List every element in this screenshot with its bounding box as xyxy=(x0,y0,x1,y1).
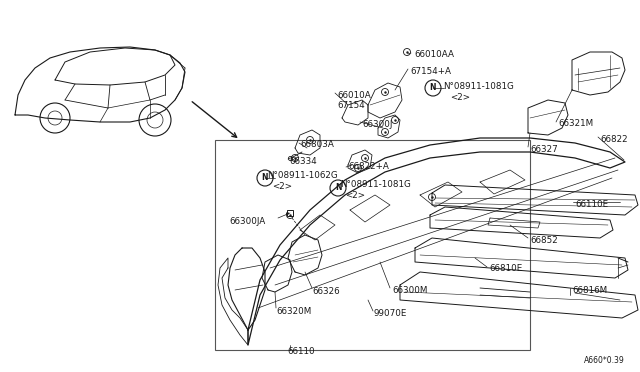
Text: <2>: <2> xyxy=(272,182,292,191)
Text: 66010AA: 66010AA xyxy=(414,50,454,59)
Text: N: N xyxy=(335,183,341,192)
Bar xyxy=(215,140,530,350)
Text: 66816M: 66816M xyxy=(572,286,607,295)
Text: 66320M: 66320M xyxy=(276,307,311,316)
Text: N°08911-1062G: N°08911-1062G xyxy=(267,171,338,180)
Text: 66803A: 66803A xyxy=(300,140,334,149)
Text: A660*0.39: A660*0.39 xyxy=(584,356,625,365)
Text: 66110: 66110 xyxy=(287,347,315,356)
Text: N°08911-1081G: N°08911-1081G xyxy=(443,82,514,91)
Text: 66334: 66334 xyxy=(289,157,317,166)
Text: 66327: 66327 xyxy=(530,145,557,154)
Text: N: N xyxy=(429,83,436,93)
Text: 66110E: 66110E xyxy=(575,200,608,209)
Text: 67154+A: 67154+A xyxy=(410,67,451,76)
Text: 66810E: 66810E xyxy=(489,264,522,273)
Text: N: N xyxy=(262,173,268,183)
Text: 66822+A: 66822+A xyxy=(348,162,389,171)
Text: N°08911-1081G: N°08911-1081G xyxy=(340,180,411,189)
Text: <2>: <2> xyxy=(450,93,470,102)
Text: 66010A: 66010A xyxy=(337,91,371,100)
Text: 67154: 67154 xyxy=(337,101,365,110)
Text: 66300J: 66300J xyxy=(362,120,392,129)
Text: 99070E: 99070E xyxy=(374,309,408,318)
Text: <2>: <2> xyxy=(345,191,365,200)
Text: 66321M: 66321M xyxy=(558,119,593,128)
Text: 66300M: 66300M xyxy=(392,286,428,295)
Text: 66822: 66822 xyxy=(600,135,628,144)
Text: 66300JA: 66300JA xyxy=(229,217,265,226)
Text: 66852: 66852 xyxy=(530,236,557,245)
Text: 66326: 66326 xyxy=(312,287,340,296)
